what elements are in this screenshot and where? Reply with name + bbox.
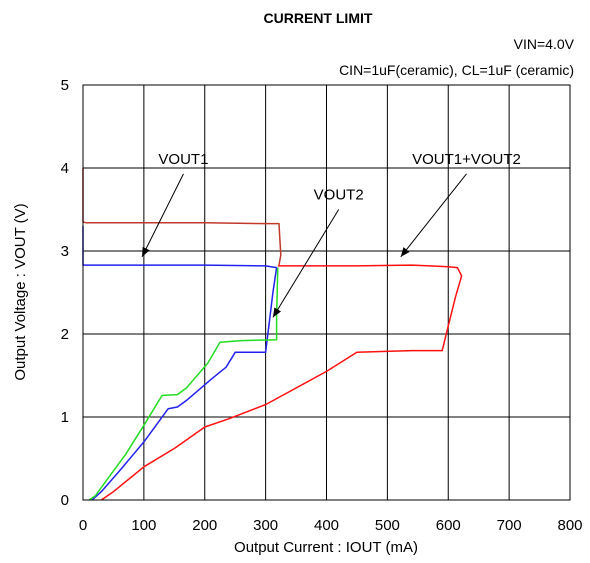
series-line-3 [88,267,279,501]
annotation-arrow-line [141,173,184,258]
annotation-label-3: VOUT1+VOUT2 [412,151,521,168]
y-tick-label: 2 [61,326,69,343]
annotation-arrow-line [400,173,467,258]
x-tick-label: 600 [436,517,461,534]
x-tick-label: 0 [79,517,87,534]
x-axis-label: Output Current : IOUT (mA) [234,539,418,556]
annotation-label-2: VOUT2 [314,187,364,204]
annotation-arrowhead [272,307,282,318]
chart-title: CURRENT LIMIT [264,10,373,26]
data-series [82,168,463,501]
y-axis-label: Output Voltage : VOUT (V) [12,203,29,380]
y-tick-label: 4 [61,160,69,177]
plot-frame [82,84,571,501]
y-tick-label: 0 [61,492,69,509]
y-tick-label: 3 [61,243,69,260]
annotation-arrowhead [142,246,150,257]
annotations: VOUT1 VOUT2 VOUT1+VOUT2 [141,151,521,318]
annotation-arrowhead [400,247,410,257]
series-line-4 [100,264,463,501]
x-tick-label: 700 [497,517,522,534]
annotation-label-1: VOUT1 [158,151,208,168]
series-line-2 [82,226,278,501]
condition-vin: VIN=4.0V [514,36,575,52]
grid-lines [83,85,570,500]
x-tick-label: 300 [253,517,278,534]
tick-labels: 0 100 200 300 400 500 600 700 800 0 1 2 3 4 5 [61,77,583,534]
condition-caps: CIN=1uF(ceramic), CL=1uF (ceramic) [339,62,574,78]
annotation-arrow-line [272,209,340,318]
y-tick-label: 5 [61,77,69,94]
y-tick-label: 1 [61,409,69,426]
x-tick-label: 800 [557,517,582,534]
x-tick-label: 200 [192,517,217,534]
x-tick-label: 500 [375,517,400,534]
x-tick-label: 100 [131,517,156,534]
series-line-1 [82,168,282,266]
x-tick-label: 400 [314,517,339,534]
